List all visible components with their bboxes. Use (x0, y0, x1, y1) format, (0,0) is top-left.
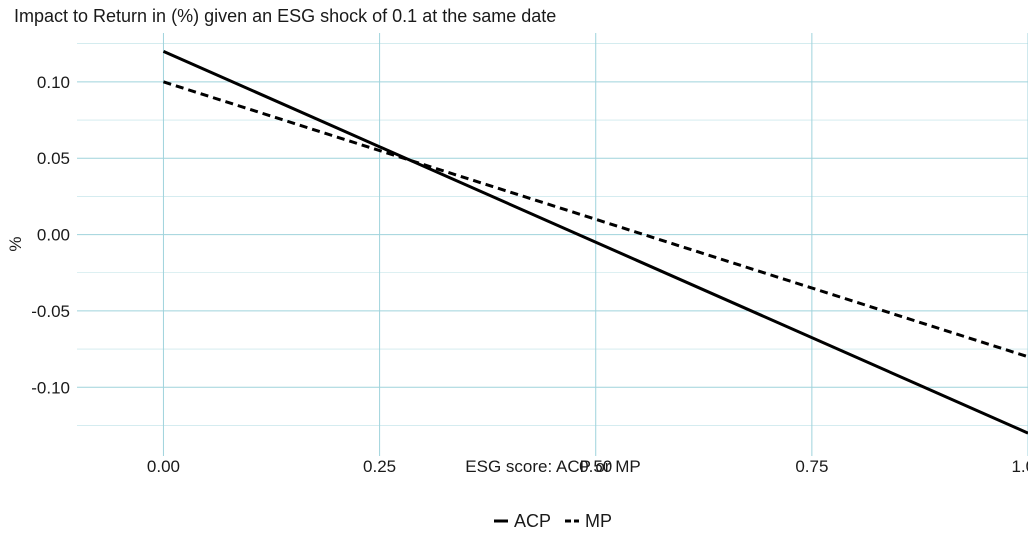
series-line-acp (162, 49, 1028, 435)
y-tick-label: 0.10 (37, 73, 70, 92)
x-tick-labels: 0.00 0.25 0.50 0.75 1.00 (147, 457, 1028, 476)
x-tick-label: 0.00 (147, 457, 180, 476)
y-tick-labels: 0.10 0.05 0.00 -0.05 -0.10 (31, 73, 70, 397)
y-tick-label: 0.00 (37, 226, 70, 245)
legend-label-mp: MP (585, 511, 612, 531)
x-tick-label: 0.25 (363, 457, 396, 476)
y-tick-label: 0.05 (37, 149, 70, 168)
x-tick-label: 0.50 (579, 457, 612, 476)
grid (77, 33, 1028, 456)
legend: ACP MP (494, 511, 612, 531)
series-lines (162, 49, 1028, 435)
x-tick-label: 1.00 (1011, 457, 1028, 476)
y-tick-label: -0.10 (31, 378, 70, 397)
legend-label-acp: ACP (514, 511, 551, 531)
x-tick-label: 0.75 (795, 457, 828, 476)
x-axis-label: ESG score: ACP or MP (465, 457, 640, 476)
y-axis-label: % (6, 236, 25, 251)
chart-title: Impact to Return in (%) given an ESG sho… (14, 6, 556, 26)
series-line-mp (163, 80, 1028, 359)
y-tick-label: -0.05 (31, 302, 70, 321)
